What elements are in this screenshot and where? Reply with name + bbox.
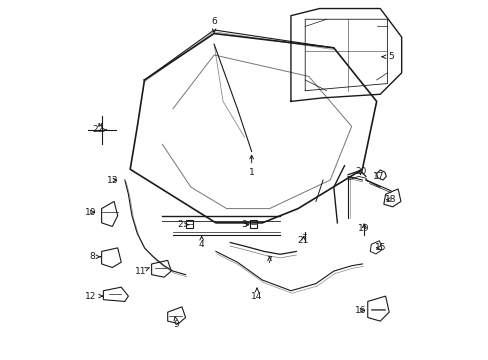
- Text: 18: 18: [385, 195, 396, 204]
- Text: 8: 8: [89, 252, 100, 261]
- Text: 17: 17: [372, 172, 384, 181]
- Text: 22: 22: [92, 126, 106, 135]
- Text: 21: 21: [297, 236, 308, 245]
- Text: 2: 2: [177, 220, 188, 229]
- Text: 16: 16: [354, 306, 366, 315]
- Text: 4: 4: [199, 237, 204, 249]
- Text: 3: 3: [241, 220, 248, 229]
- Text: 11: 11: [135, 267, 149, 276]
- Text: 1: 1: [248, 155, 254, 177]
- Text: 7: 7: [266, 256, 272, 265]
- Text: 20: 20: [354, 167, 366, 176]
- Text: 9: 9: [173, 317, 179, 329]
- Text: 13: 13: [106, 176, 118, 185]
- Text: 10: 10: [85, 208, 97, 217]
- Text: 5: 5: [381, 52, 393, 61]
- Text: 12: 12: [85, 292, 102, 301]
- Text: 14: 14: [251, 288, 262, 301]
- Text: 19: 19: [358, 224, 369, 233]
- Text: M: M: [97, 123, 102, 128]
- Text: 15: 15: [374, 243, 385, 252]
- Text: 6: 6: [211, 17, 217, 32]
